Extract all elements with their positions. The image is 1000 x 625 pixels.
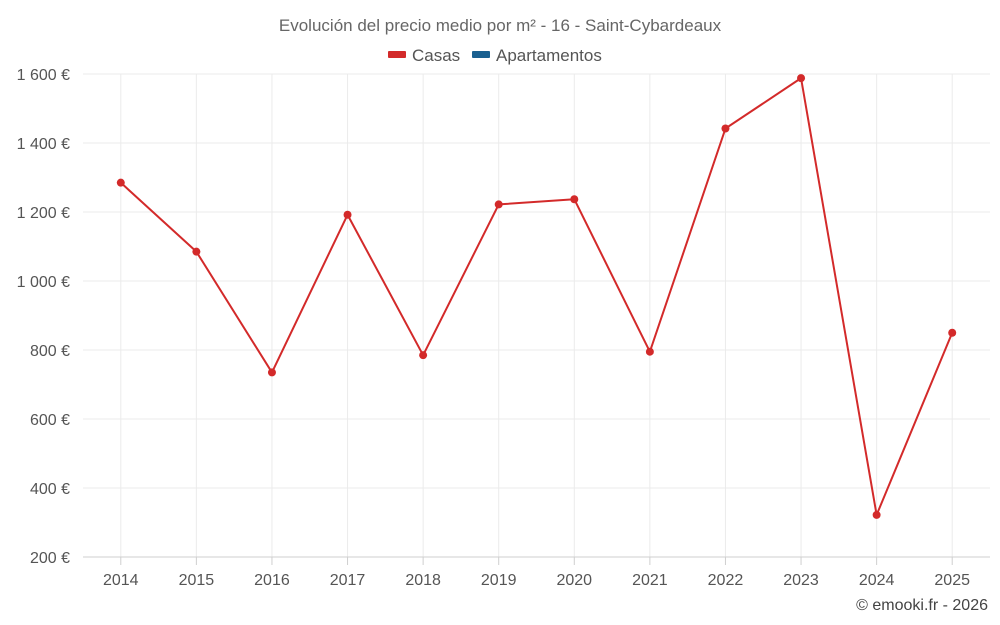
legend: Casas Apartamentos (388, 46, 602, 65)
y-tick-label: 800 € (30, 343, 70, 360)
data-point-2022[interactable] (721, 124, 730, 133)
legend-item-casas[interactable]: Casas (388, 46, 460, 65)
legend-swatch-casas (388, 51, 406, 58)
data-point-2024[interactable] (872, 510, 881, 519)
data-point-2025[interactable] (948, 328, 957, 337)
x-tick-label: 2016 (254, 572, 290, 589)
data-point-2014[interactable] (116, 178, 125, 187)
data-point-2016[interactable] (267, 368, 276, 377)
credit-text: © emooki.fr - 2026 (856, 597, 988, 614)
y-tick-label: 1 200 € (17, 205, 70, 222)
x-tick-label: 2019 (481, 572, 517, 589)
x-tick-label: 2023 (783, 572, 819, 589)
y-tick-label: 1 400 € (17, 136, 70, 153)
data-point-2021[interactable] (645, 347, 654, 356)
y-tick-label: 1 000 € (17, 274, 70, 291)
data-point-2019[interactable] (494, 200, 503, 209)
x-tick-label: 2021 (632, 572, 668, 589)
axes: 200 € 400 € 600 € 800 € 1 000 € 1 200 € 1 400 … (17, 67, 990, 589)
grid (83, 73, 990, 557)
data-point-2018[interactable] (419, 351, 428, 360)
x-tick-label: 2024 (859, 572, 895, 589)
data-point-2017[interactable] (343, 210, 352, 219)
chart-title: Evolución del precio medio por m² - 16 -… (279, 16, 722, 35)
x-tick-label: 2015 (179, 572, 215, 589)
y-tick-label: 200 € (30, 550, 70, 567)
series-line-casas (120, 77, 954, 516)
legend-label-apartamentos: Apartamentos (496, 46, 602, 65)
x-tick-label: 2020 (556, 572, 592, 589)
legend-item-apartamentos[interactable]: Apartamentos (472, 46, 602, 65)
y-tick-label: 600 € (30, 412, 70, 429)
y-tick-label: 1 600 € (17, 67, 70, 84)
x-tick-label: 2025 (934, 572, 970, 589)
x-tick-label: 2018 (405, 572, 441, 589)
data-point-2015[interactable] (192, 247, 201, 256)
series-casas (116, 74, 957, 519)
data-point-2020[interactable] (570, 195, 579, 204)
data-point-2023[interactable] (797, 74, 806, 83)
y-tick-label: 400 € (30, 481, 70, 498)
x-tick-label: 2022 (708, 572, 744, 589)
legend-swatch-apartamentos (472, 51, 490, 58)
x-tick-label: 2014 (103, 572, 139, 589)
legend-label-casas: Casas (412, 46, 460, 65)
x-tick-label: 2017 (330, 572, 366, 589)
